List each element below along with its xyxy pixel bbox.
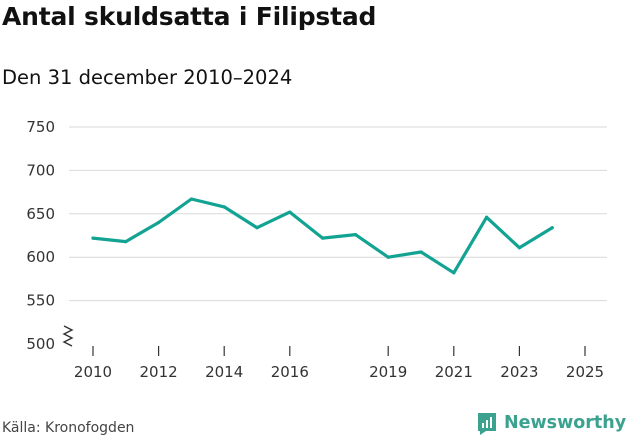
x-tick-label: 2010 <box>74 363 112 381</box>
y-tick-label: 500 <box>26 335 55 353</box>
chart-title: Antal skuldsatta i Filipstad <box>2 2 377 31</box>
brand-logo[interactable]: Newsworthy <box>476 409 626 437</box>
x-tick-label: 2021 <box>435 363 473 381</box>
y-axis-labels: 750 700 650 600 550 500 <box>26 118 55 353</box>
data-point <box>321 236 325 240</box>
y-tick-label: 700 <box>26 161 55 179</box>
y-tick-label: 750 <box>26 118 55 136</box>
chart-subtitle: Den 31 december 2010–2024 <box>2 66 293 89</box>
data-point <box>550 226 554 230</box>
x-tick-label: 2023 <box>500 363 538 381</box>
x-axis-ticks <box>92 346 586 356</box>
data-point <box>485 215 489 219</box>
axis-break-icon <box>62 325 74 347</box>
x-tick-label: 2019 <box>369 363 407 381</box>
gridlines <box>69 126 607 302</box>
source-label: Källa: Kronofogden <box>2 420 135 436</box>
x-tick-label: 2012 <box>140 363 178 381</box>
data-point <box>288 210 292 214</box>
data-point <box>517 246 522 250</box>
newsworthy-icon <box>478 413 496 435</box>
x-axis-labels: 2010 2012 2014 2016 2019 2021 2023 2025 <box>74 363 604 381</box>
data-point <box>452 271 456 275</box>
data-point <box>91 236 95 240</box>
series-line-group <box>91 197 554 275</box>
data-point <box>419 250 423 254</box>
series-line <box>91 197 554 275</box>
data-point <box>157 220 161 225</box>
x-tick-label: 2014 <box>205 363 243 381</box>
data-point <box>189 197 193 201</box>
y-tick-label: 600 <box>26 248 55 266</box>
data-point <box>124 239 128 244</box>
brand-name: Newsworthy <box>504 413 627 433</box>
y-tick-label: 550 <box>26 292 55 310</box>
data-point <box>353 233 357 237</box>
x-tick-label: 2025 <box>566 363 604 381</box>
data-point <box>255 226 259 230</box>
data-point <box>222 205 226 209</box>
x-tick-label: 2016 <box>271 363 309 381</box>
y-tick-label: 650 <box>26 205 55 223</box>
data-point <box>386 255 390 259</box>
